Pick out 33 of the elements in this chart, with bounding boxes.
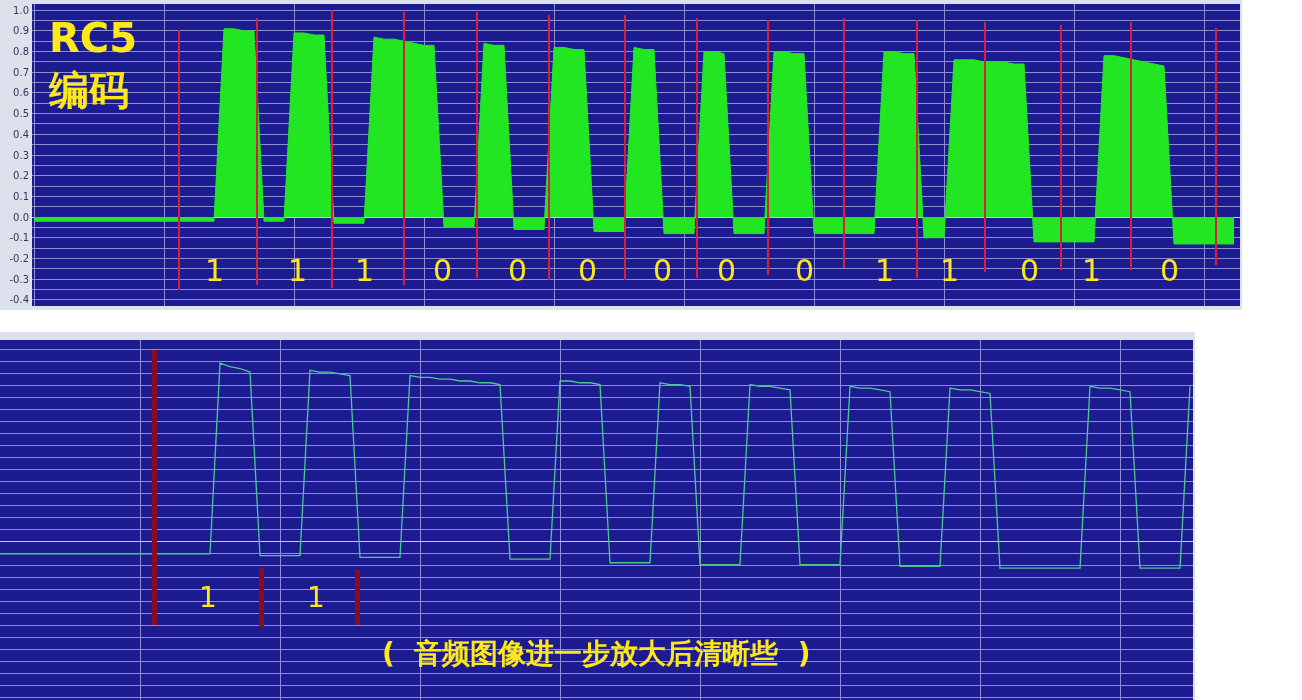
y-tick-label: -0.1 (9, 232, 29, 244)
annotation: RC5 编码 (48, 15, 137, 113)
y-tick-label: 1.0 (13, 4, 29, 16)
y-tick-label: 0.8 (13, 46, 29, 58)
y-tick-label: 0.4 (13, 128, 29, 140)
annotation: 1 (288, 253, 308, 288)
annotation: 1 (355, 253, 375, 288)
annotation: 0 (578, 253, 598, 288)
y-tick-label: 0.9 (13, 25, 29, 37)
y-tick-label: 0.6 (13, 87, 29, 99)
y-tick-label: 0.5 (13, 108, 29, 120)
annotation: 1 (205, 253, 225, 288)
annotation: 0 (795, 253, 815, 288)
annotation: 0 (717, 253, 737, 288)
y-tick-label: 0.1 (13, 190, 29, 202)
text: 1 (199, 581, 217, 614)
annotation: 1 (1082, 253, 1102, 288)
y-tick-label: -0.2 (9, 252, 29, 264)
y-tick-label: -0.4 (9, 294, 29, 306)
y-tick-label: 0.2 (13, 170, 29, 182)
annotation: 0 (433, 253, 453, 288)
text: 1 (307, 581, 325, 614)
y-tick-label: 0.7 (13, 66, 29, 78)
y-tick-label: 0.3 (13, 149, 29, 161)
annotation: 0 (653, 253, 673, 288)
annotation: 0 (1160, 253, 1180, 288)
annotation: 0 (508, 253, 528, 288)
y-tick-label: 0.0 (13, 211, 29, 223)
y-tick-label: -0.3 (9, 273, 29, 285)
annotation: 1 (940, 253, 960, 288)
text: ( 音频图像进一步放大后清晰些 ) (382, 637, 811, 670)
annotation: 1 (875, 253, 895, 288)
annotation: 0 (1020, 253, 1040, 288)
